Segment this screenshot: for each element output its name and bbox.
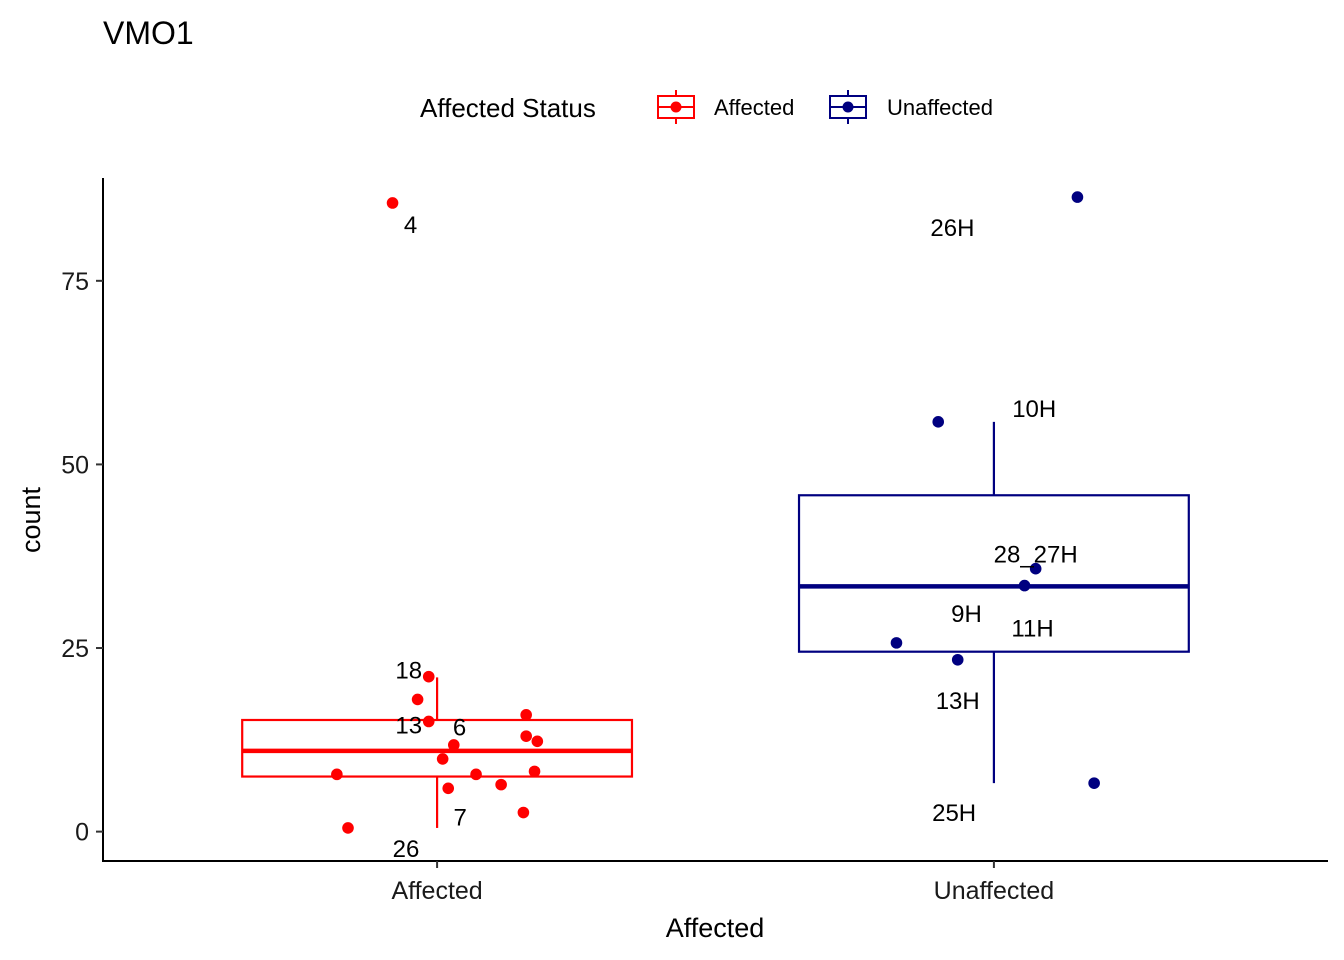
- data-point-affected-0: [386, 197, 399, 209]
- point-label-26h: 26H: [930, 215, 974, 242]
- x-tick-label-affected: Affected: [391, 877, 482, 905]
- y-axis-title: count: [16, 486, 46, 553]
- data-point-affected-9: [331, 768, 343, 781]
- data-point-affected-11: [528, 765, 541, 778]
- data-point-unaffected-22: [1088, 777, 1100, 789]
- point-label-11h: 11H: [1011, 616, 1053, 643]
- legend-key-unaffected-point: [842, 101, 854, 113]
- point-label-18: 18: [395, 658, 422, 685]
- point-label-7: 7: [454, 804, 467, 831]
- y-tick-label-50: 50: [61, 451, 89, 479]
- point-label-13: 13: [395, 712, 422, 739]
- legend-title: Affected Status: [420, 93, 596, 123]
- data-point-affected-15: [342, 822, 354, 834]
- point-label-28-27h: 28_27H: [994, 542, 1078, 569]
- data-point-unaffected-17: [932, 416, 945, 428]
- legend-label-affected: Affected: [714, 95, 794, 120]
- data-point-affected-10: [470, 768, 482, 781]
- y-tick-label-0: 0: [75, 819, 89, 847]
- data-point-affected-7: [447, 739, 460, 751]
- data-point-affected-4: [520, 709, 532, 721]
- x-axis-title: Affected: [666, 913, 765, 943]
- data-point-affected-3: [422, 715, 435, 728]
- point-label-6: 6: [453, 714, 466, 741]
- y-tick-label-25: 25: [61, 635, 89, 663]
- data-point-affected-2: [411, 693, 424, 706]
- legend-key-affected-point: [670, 101, 682, 113]
- data-point-unaffected-20: [890, 637, 903, 649]
- data-point-unaffected-16: [1071, 191, 1084, 203]
- legend-item-affected: Affected: [657, 90, 794, 124]
- point-label-4: 4: [404, 212, 417, 239]
- data-point-affected-13: [442, 782, 455, 795]
- legend-label-unaffected: Unaffected: [887, 95, 993, 120]
- point-label-10h: 10H: [1012, 396, 1056, 423]
- data-point-affected-14: [517, 806, 530, 819]
- data-point-unaffected-19: [1018, 579, 1031, 592]
- point-label-13h: 13H: [936, 688, 980, 715]
- data-point-unaffected-21: [951, 653, 964, 666]
- data-point-affected-5: [520, 730, 532, 742]
- box-affected: [241, 718, 634, 778]
- legend: Affected Status Affected Unaffected: [420, 90, 993, 124]
- data-point-unaffected-18: [1029, 562, 1042, 575]
- plot-area: 0 25 50 75 Affected Unaffected 4 18 6 13 7 26 26H 10H…: [61, 178, 1328, 905]
- data-point-affected-6: [531, 735, 544, 748]
- data-point-affected-1: [422, 670, 435, 683]
- y-tick-label-75: 75: [61, 268, 89, 296]
- x-tick-label-unaffected: Unaffected: [934, 877, 1054, 905]
- point-label-26: 26: [393, 836, 420, 863]
- chart-title: VMO1: [103, 15, 194, 51]
- point-label-9h: 9H: [951, 601, 982, 628]
- box-unaffected: [797, 494, 1190, 653]
- legend-item-unaffected: Unaffected: [829, 90, 993, 124]
- data-point-affected-8: [436, 753, 449, 765]
- data-point-affected-12: [495, 778, 507, 791]
- point-label-25h: 25H: [932, 800, 976, 827]
